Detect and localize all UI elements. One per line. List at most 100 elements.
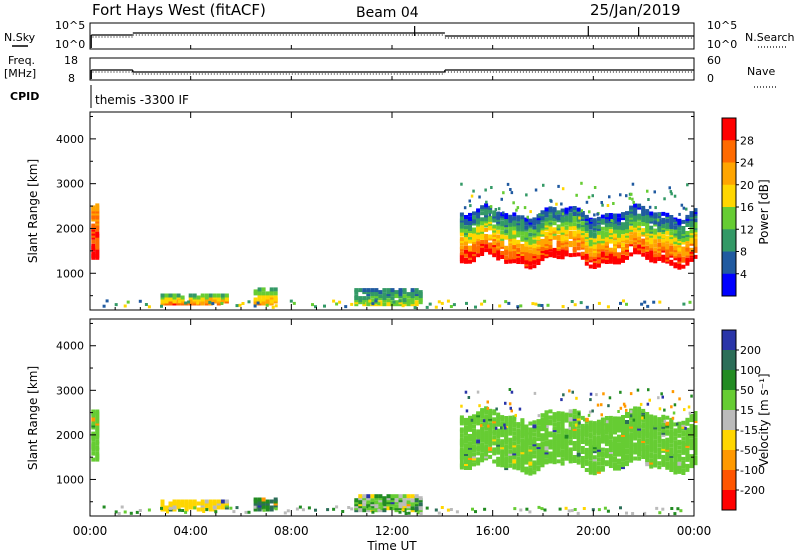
heatmap-cell bbox=[377, 302, 381, 306]
heatmap-cell bbox=[482, 419, 486, 423]
heatmap-cell bbox=[677, 230, 682, 235]
colorbar-swatch bbox=[722, 229, 736, 252]
heatmap-cell bbox=[641, 240, 646, 245]
heatmap-cell bbox=[172, 293, 177, 298]
heatmap-cell bbox=[95, 445, 100, 450]
heatmap-cell bbox=[500, 426, 503, 430]
heatmap-cell bbox=[550, 199, 553, 203]
heatmap-cell bbox=[681, 468, 686, 473]
heatmap-cell bbox=[370, 498, 375, 503]
heatmap-cell bbox=[653, 214, 658, 219]
heatmap-cell bbox=[480, 452, 485, 457]
heatmap-cell bbox=[592, 461, 597, 466]
heatmap-cell bbox=[524, 466, 529, 471]
heatmap-cell bbox=[508, 388, 512, 391]
heatmap-cell bbox=[631, 512, 635, 515]
heatmap-cell bbox=[160, 293, 165, 298]
velocity-colorbar-label: Velocity [m s⁻¹] bbox=[757, 373, 771, 466]
heatmap-cell bbox=[568, 421, 573, 426]
heatmap-cell bbox=[488, 408, 493, 413]
heatmap-cell bbox=[492, 241, 497, 246]
heatmap-cell bbox=[600, 403, 603, 407]
heatmap-cell bbox=[508, 245, 513, 250]
heatmap-cell bbox=[552, 247, 557, 252]
heatmap-cell bbox=[440, 301, 444, 305]
heatmap-cell bbox=[208, 499, 213, 504]
colorbar-tick-label: -50 bbox=[740, 444, 758, 457]
heatmap-cell bbox=[472, 252, 476, 257]
heatmap-cell bbox=[538, 213, 541, 217]
heatmap-cell bbox=[220, 293, 225, 298]
heatmap-cell bbox=[508, 463, 513, 468]
heatmap-cell bbox=[492, 419, 497, 424]
heatmap-cell bbox=[604, 460, 609, 465]
heatmap-cell bbox=[681, 420, 686, 425]
y-tick-label: 3000 bbox=[56, 384, 84, 397]
heatmap-cell bbox=[204, 293, 209, 298]
heatmap-cell bbox=[500, 415, 505, 420]
heatmap-cell bbox=[552, 412, 557, 417]
heatmap-cell bbox=[595, 393, 598, 397]
heatmap-cell bbox=[608, 396, 612, 400]
heatmap-cell bbox=[509, 406, 512, 410]
heatmap-cell bbox=[196, 501, 201, 506]
heatmap-cell bbox=[354, 298, 359, 303]
heatmap-cell bbox=[665, 230, 670, 235]
heatmap-cell bbox=[602, 392, 605, 396]
heatmap-cell bbox=[585, 200, 589, 204]
heatmap-cell bbox=[160, 506, 163, 510]
heatmap-cell bbox=[673, 440, 678, 445]
heatmap-cell bbox=[362, 508, 367, 513]
colorbar-tick-label: -15 bbox=[740, 424, 758, 437]
heatmap-cell bbox=[498, 304, 502, 308]
heatmap-cell bbox=[552, 218, 556, 221]
heatmap-cell bbox=[425, 506, 429, 510]
heatmap-cell bbox=[653, 453, 658, 458]
heatmap-cell bbox=[468, 235, 472, 240]
heatmap-cell bbox=[476, 253, 481, 258]
heatmap-cell bbox=[575, 193, 578, 197]
heatmap-cell bbox=[653, 415, 658, 420]
heatmap-cell bbox=[470, 418, 474, 422]
heatmap-cell bbox=[568, 212, 573, 217]
heatmap-cell bbox=[676, 507, 680, 511]
heatmap-cell bbox=[576, 511, 580, 515]
heatmap-cell bbox=[476, 228, 481, 233]
heatmap-cell bbox=[669, 417, 674, 422]
heatmap-cell bbox=[117, 512, 121, 515]
heatmap-cell bbox=[613, 213, 617, 218]
heatmap-cell bbox=[613, 456, 617, 461]
heatmap-cell bbox=[629, 211, 634, 216]
heatmap-cell bbox=[658, 407, 662, 411]
heatmap-cell bbox=[675, 422, 679, 426]
heatmap-cell bbox=[269, 505, 274, 510]
heatmap-cell bbox=[105, 299, 109, 303]
heatmap-cell bbox=[532, 460, 537, 465]
heatmap-cell bbox=[641, 428, 646, 433]
heatmap-cell bbox=[591, 194, 594, 198]
heatmap-cell bbox=[520, 450, 525, 455]
heatmap-cell bbox=[398, 299, 402, 303]
heatmap-cell bbox=[528, 461, 533, 466]
y-tick-label: 2000 bbox=[56, 429, 84, 442]
colorbar-tick-label: 15 bbox=[740, 404, 754, 417]
heatmap-cell bbox=[661, 438, 666, 443]
heatmap-cell bbox=[528, 236, 533, 241]
heatmap-cell bbox=[637, 406, 642, 411]
heatmap-cell bbox=[484, 440, 489, 445]
heatmap-cell bbox=[410, 506, 415, 511]
heatmap-cell bbox=[160, 499, 165, 504]
nsearch-label: N.Search bbox=[745, 31, 795, 44]
heatmap-cell bbox=[669, 443, 674, 448]
heatmap-cell bbox=[472, 424, 476, 429]
heatmap-cell bbox=[592, 435, 597, 440]
heatmap-cell bbox=[604, 213, 609, 218]
heatmap-cell bbox=[123, 304, 127, 308]
heatmap-cell bbox=[580, 239, 585, 244]
heatmap-cell bbox=[653, 235, 658, 240]
heatmap-cell bbox=[512, 230, 517, 235]
heatmap-cell bbox=[520, 225, 525, 230]
heatmap-cell bbox=[504, 235, 509, 240]
heatmap-cell bbox=[95, 451, 100, 456]
heatmap-cell bbox=[418, 298, 423, 303]
